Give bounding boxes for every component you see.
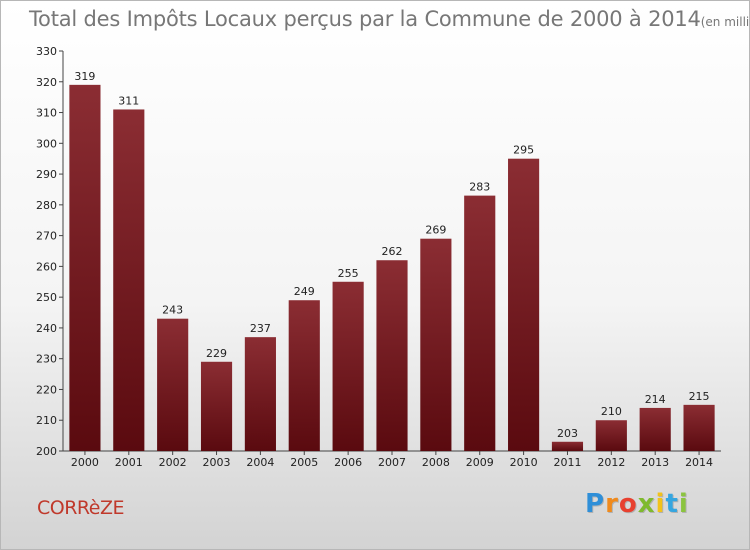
y-tick-label: 250 bbox=[36, 291, 57, 304]
x-tick-label: 2003 bbox=[203, 456, 231, 469]
bar-2007[interactable] bbox=[376, 260, 408, 451]
data-labels: 319 311 243 229 237 249 255 262 269 283 295 203 210 2… bbox=[74, 70, 709, 440]
x-tick-label: 2008 bbox=[422, 456, 450, 469]
bars bbox=[69, 84, 715, 451]
data-label-2006: 255 bbox=[338, 267, 359, 280]
y-tick-label: 270 bbox=[36, 230, 57, 243]
x-tick-label: 2005 bbox=[290, 456, 318, 469]
y-tick-label: 260 bbox=[36, 260, 57, 273]
bar-2004[interactable] bbox=[244, 337, 276, 451]
y-tick-label: 240 bbox=[36, 322, 57, 335]
data-label-2005: 249 bbox=[294, 285, 315, 298]
y-tick-label: 280 bbox=[36, 199, 57, 212]
logo-letter: t bbox=[665, 489, 679, 519]
data-label-2000: 319 bbox=[74, 70, 95, 83]
x-tick-label: 2006 bbox=[334, 456, 362, 469]
x-tick-label: 2002 bbox=[159, 456, 187, 469]
x-tick-label: 2004 bbox=[246, 456, 274, 469]
data-label-2001: 311 bbox=[118, 94, 139, 107]
bar-2013[interactable] bbox=[639, 407, 671, 451]
y-tick-label: 310 bbox=[36, 107, 57, 120]
data-label-2003: 229 bbox=[206, 347, 227, 360]
bar-2008[interactable] bbox=[420, 238, 452, 451]
bar-2002[interactable] bbox=[157, 318, 189, 451]
data-label-2011: 203 bbox=[557, 427, 578, 440]
data-label-2007: 262 bbox=[382, 245, 403, 258]
y-axis: 200 210 220 230 240 250 260 270 280 290 300 310 320 3… bbox=[36, 45, 64, 458]
bar-2005[interactable] bbox=[288, 300, 320, 451]
bar-2003[interactable] bbox=[200, 361, 233, 451]
x-tick-label: 2011 bbox=[553, 456, 581, 469]
logo-letter: x bbox=[637, 489, 656, 519]
chart-title-main: Total des Impôts Locaux perçus par la Co… bbox=[29, 7, 701, 31]
logo-letter: P bbox=[585, 489, 606, 519]
y-tick-label: 320 bbox=[36, 76, 57, 89]
y-tick-label: 300 bbox=[36, 137, 57, 150]
bar-2009[interactable] bbox=[464, 195, 496, 451]
bar-2006[interactable] bbox=[332, 281, 364, 451]
y-tick-label: 330 bbox=[36, 45, 57, 58]
x-axis: 2000 2001 2002 2003 2004 2005 2006 2007 2008 2009… bbox=[63, 450, 721, 469]
x-tick-label: 2001 bbox=[115, 456, 143, 469]
bar-2000[interactable] bbox=[69, 84, 101, 451]
y-tick-label: 210 bbox=[36, 414, 57, 427]
x-tick-label: 2013 bbox=[641, 456, 669, 469]
data-label-2013: 214 bbox=[645, 393, 666, 406]
bar-2010[interactable] bbox=[508, 158, 540, 451]
data-label-2008: 269 bbox=[425, 224, 446, 237]
data-label-2009: 283 bbox=[469, 181, 490, 194]
x-tick-label: 2012 bbox=[597, 456, 625, 469]
data-label-2012: 210 bbox=[601, 405, 622, 418]
bar-2001[interactable] bbox=[113, 109, 145, 451]
x-tick-label: 2014 bbox=[685, 456, 713, 469]
y-tick-label: 220 bbox=[36, 383, 57, 396]
y-tick-label: 200 bbox=[36, 445, 57, 458]
x-tick-label: 2000 bbox=[71, 456, 99, 469]
y-tick-label: 230 bbox=[36, 353, 57, 366]
data-label-2004: 237 bbox=[250, 322, 271, 335]
data-label-2002: 243 bbox=[162, 304, 183, 317]
chart-title: Total des Impôts Locaux perçus par la Co… bbox=[29, 7, 750, 31]
logo-letter: i bbox=[655, 489, 666, 519]
y-tick-label: 290 bbox=[36, 168, 57, 181]
bar-2011[interactable] bbox=[551, 441, 584, 451]
logo-letter: i bbox=[678, 489, 689, 519]
x-tick-label: 2010 bbox=[510, 456, 538, 469]
bar-2014[interactable] bbox=[683, 404, 715, 451]
x-tick-label: 2007 bbox=[378, 456, 406, 469]
x-tick-label: 2009 bbox=[466, 456, 494, 469]
logo-letter: r bbox=[605, 489, 619, 519]
data-label-2010: 295 bbox=[513, 144, 534, 157]
data-label-2014: 215 bbox=[689, 390, 710, 403]
logo-letter: o bbox=[618, 489, 638, 519]
commune-name: CORRèZE bbox=[37, 497, 124, 519]
proxiti-logo[interactable]: Proxiti bbox=[585, 489, 689, 519]
chart-subtitle: (en milliers d'€) bbox=[700, 15, 750, 29]
bar-2012[interactable] bbox=[595, 420, 627, 451]
